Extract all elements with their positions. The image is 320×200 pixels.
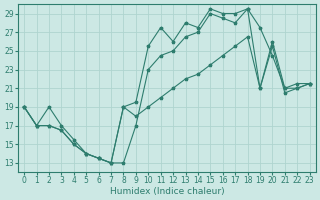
X-axis label: Humidex (Indice chaleur): Humidex (Indice chaleur) bbox=[109, 187, 224, 196]
